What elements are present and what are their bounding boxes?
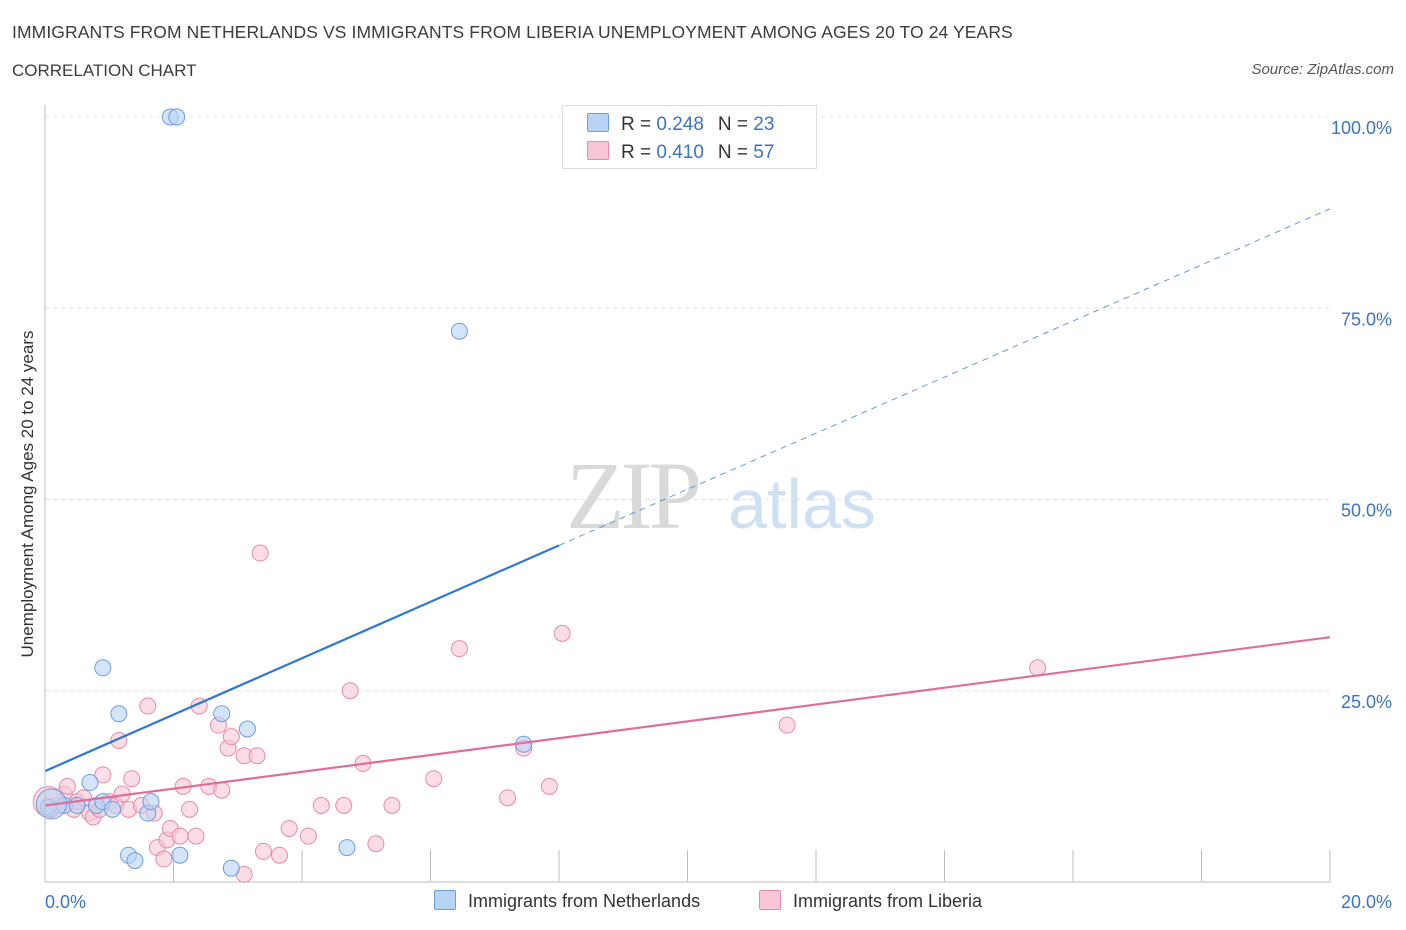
legend-n-value-netherlands: 23 xyxy=(753,114,775,135)
watermark-zip: ZIP xyxy=(566,442,699,549)
trend-lines xyxy=(44,208,1331,807)
legend-r-value-netherlands: 0.248 xyxy=(656,114,704,135)
x-axis-ticks xyxy=(44,850,1331,882)
y-axis-label: Unemployment Among Ages 20 to 24 years xyxy=(18,330,37,658)
legend-swatch-netherlands xyxy=(587,113,609,132)
liberia-point xyxy=(251,544,269,562)
liberia-point xyxy=(553,624,571,642)
liberia-point xyxy=(778,716,796,734)
liberia-point xyxy=(367,835,385,853)
liberia-point xyxy=(1029,659,1047,677)
liberia-point xyxy=(123,770,141,788)
netherlands-point xyxy=(110,705,128,723)
grid-lines xyxy=(45,116,1330,692)
liberia-point xyxy=(425,770,443,788)
netherlands-point xyxy=(450,322,468,340)
y-tick-label: 75.0% xyxy=(1341,309,1392,329)
netherlands-point xyxy=(103,800,121,818)
netherlands-trend-extension xyxy=(558,208,1331,546)
legend-row-liberia: R = 0.410 N = 57 xyxy=(587,141,774,163)
liberia-point xyxy=(139,697,157,715)
source-credit: Source: ZipAtlas.com xyxy=(1251,61,1394,78)
x-tick-label: 20.0% xyxy=(1341,892,1392,912)
legend-n-label: N = xyxy=(717,142,754,163)
liberia-point xyxy=(450,640,468,658)
bottom-legend-label-netherlands: Immigrants from Netherlands xyxy=(468,891,701,911)
bottom-legend-swatch-liberia xyxy=(759,890,781,910)
legend-r-label: R = xyxy=(621,142,657,163)
liberia-point xyxy=(280,819,298,837)
legend-n-value-liberia: 57 xyxy=(753,142,775,163)
liberia-point xyxy=(187,827,205,845)
bottom-legend-swatch-netherlands xyxy=(434,890,456,910)
liberia-point xyxy=(254,842,272,860)
netherlands-trend-line xyxy=(44,544,560,773)
liberia-point xyxy=(341,682,359,700)
liberia-point xyxy=(383,797,401,814)
bottom-legend-netherlands: Immigrants from Netherlands xyxy=(434,890,700,912)
watermark-atlas: atlas xyxy=(728,465,876,543)
liberia-point xyxy=(271,846,289,864)
liberia-point xyxy=(58,777,76,795)
bottom-legend-liberia: Immigrants from Liberia xyxy=(759,890,982,912)
y-axis-tick-labels: 25.0% 50.0% 75.0% 100.0% xyxy=(1331,118,1392,712)
liberia-point xyxy=(94,766,112,784)
x-axis-tick-labels: 0.0% 20.0% xyxy=(45,892,1392,912)
liberia-point xyxy=(171,827,189,845)
x-tick-label: 0.0% xyxy=(45,892,86,912)
liberia-point xyxy=(213,781,231,799)
legend-r-label: R = xyxy=(621,114,657,135)
netherlands-point xyxy=(126,852,144,870)
liberia-points xyxy=(32,544,1047,883)
legend-r-value-liberia: 0.410 xyxy=(656,142,704,163)
axes xyxy=(44,105,1330,883)
correlation-legend: R = 0.248 N = 23 R = 0.410 N = 57 xyxy=(562,105,817,169)
netherlands-point xyxy=(213,705,231,723)
liberia-point xyxy=(222,728,240,746)
netherlands-point xyxy=(338,839,356,857)
chart-subtitle: CORRELATION CHART xyxy=(12,61,197,80)
liberia-point xyxy=(155,850,173,868)
netherlands-point xyxy=(94,659,112,677)
liberia-trend-line xyxy=(44,636,1331,807)
netherlands-point xyxy=(81,774,99,792)
netherlands-points xyxy=(35,108,533,877)
liberia-point xyxy=(335,797,353,814)
liberia-point xyxy=(312,797,330,814)
liberia-point xyxy=(299,827,317,845)
liberia-point xyxy=(248,747,266,765)
netherlands-point xyxy=(238,720,256,738)
netherlands-point xyxy=(142,793,160,811)
chart-title: IMMIGRANTS FROM NETHERLANDS VS IMMIGRANT… xyxy=(12,22,1013,42)
netherlands-point xyxy=(171,846,189,864)
y-tick-label: 25.0% xyxy=(1341,692,1392,712)
liberia-point xyxy=(540,777,558,795)
netherlands-point xyxy=(168,108,186,126)
bottom-legend-label-liberia: Immigrants from Liberia xyxy=(793,891,983,911)
y-tick-label: 50.0% xyxy=(1341,501,1392,521)
netherlands-point xyxy=(222,859,240,877)
liberia-point xyxy=(181,800,199,818)
legend-n-label: N = xyxy=(717,114,754,135)
y-tick-label: 100.0% xyxy=(1331,118,1392,138)
liberia-point xyxy=(499,789,517,807)
legend-swatch-liberia xyxy=(587,141,609,160)
legend-row-netherlands: R = 0.248 N = 23 xyxy=(587,113,774,135)
